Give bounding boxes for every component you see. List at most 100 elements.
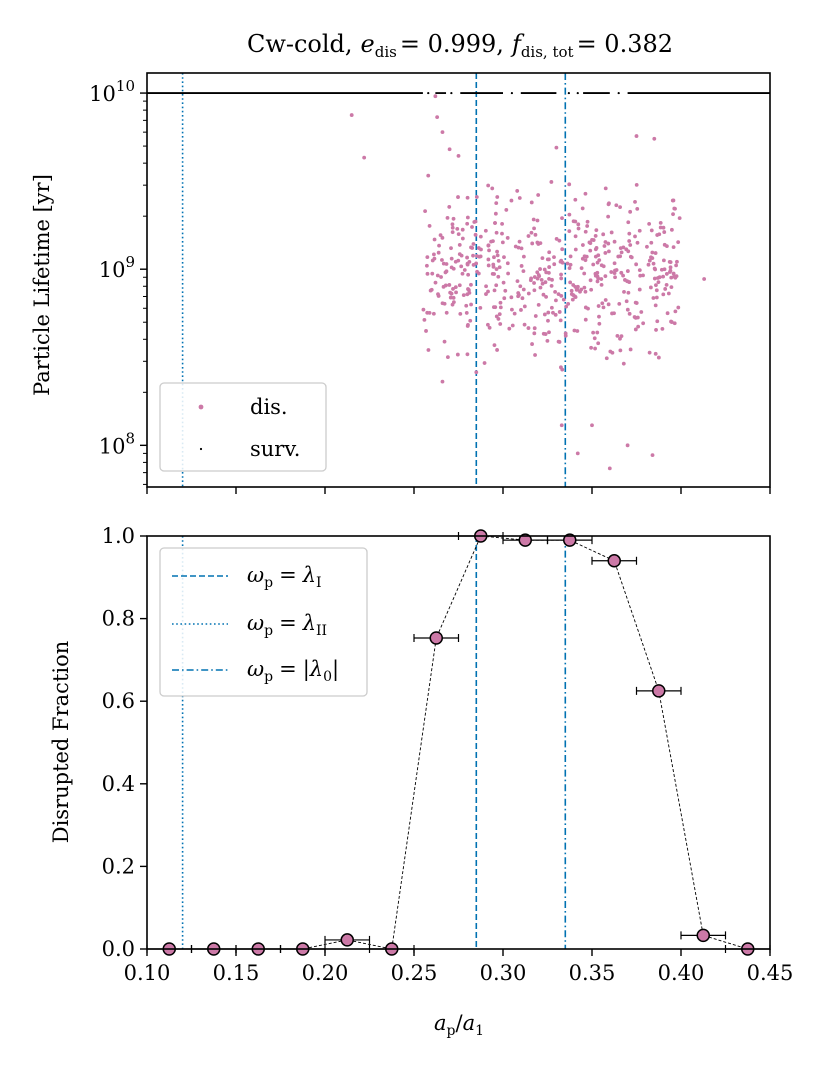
disrupted-point [671, 271, 676, 276]
bottom-y-tick-label: 1.0 [102, 524, 135, 548]
disrupted-point [501, 280, 506, 285]
disrupted-point [569, 288, 574, 293]
disrupted-point [426, 173, 431, 178]
fraction-point [652, 684, 666, 698]
bottom-panel: 0.0 0.2 0.4 0.6 0.8 1.0 0.10 0.15 0.20 0.25 0.30 0… [102, 524, 794, 985]
disrupted-point [666, 291, 671, 296]
disrupted-point [627, 239, 632, 243]
disrupted-point [495, 348, 499, 352]
disrupted-point [625, 443, 630, 448]
disrupted-point [540, 281, 545, 286]
disrupted-point [504, 208, 509, 212]
disrupted-point [613, 268, 617, 273]
disrupted-point [464, 303, 469, 308]
disrupted-point [566, 301, 571, 306]
disrupted-point [467, 259, 472, 264]
disrupted-point [454, 290, 458, 295]
disrupted-point [588, 248, 593, 253]
disrupted-point [451, 287, 455, 291]
disrupted-point [599, 277, 604, 281]
disrupted-point [541, 331, 546, 336]
disrupted-point [478, 234, 483, 239]
disrupted-point [589, 287, 594, 292]
disrupted-point [561, 297, 566, 302]
disrupted-point [494, 267, 499, 272]
disrupted-point [609, 270, 614, 274]
disrupted-point [575, 284, 580, 289]
disrupted-point [540, 256, 545, 261]
disrupted-point [650, 453, 655, 458]
disrupted-point [498, 322, 503, 326]
survived-points [147, 91, 770, 95]
disrupted-point [673, 275, 678, 280]
disrupted-point [462, 268, 467, 272]
disrupted-point [595, 270, 600, 275]
disrupted-point [602, 244, 607, 248]
disrupted-point [603, 240, 608, 244]
disrupted-point [487, 248, 491, 253]
disrupted-point [580, 256, 585, 261]
disrupted-point [651, 296, 656, 300]
disrupted-point [502, 255, 506, 260]
disrupted-point [431, 311, 436, 316]
disrupted-point [451, 266, 456, 271]
disrupted-point [465, 352, 470, 357]
disrupted-point [583, 305, 588, 310]
disrupted-point [654, 283, 658, 288]
disrupted-point [484, 284, 488, 289]
disrupted-point [583, 229, 588, 234]
disrupted-point [654, 295, 659, 300]
disrupted-point [669, 227, 674, 232]
disrupted-point [486, 322, 490, 327]
disrupted-point [533, 232, 538, 237]
disrupted-point [442, 339, 447, 344]
disrupted-point [518, 284, 523, 289]
disrupted-point [552, 262, 557, 267]
disrupted-point [591, 238, 596, 242]
chart-title: Cw-cold, edis = 0.999, fdis, tot = 0.382 [247, 30, 673, 61]
disrupted-point [486, 183, 491, 188]
bottom-y-tick-label: 0.0 [102, 937, 135, 961]
disrupted-point [440, 130, 445, 135]
disrupted-point [475, 269, 479, 274]
disrupted-point [541, 292, 546, 297]
disrupted-point [459, 264, 464, 269]
disrupted-point [549, 305, 554, 310]
disrupted-point [494, 283, 499, 288]
disrupted-point [667, 260, 672, 264]
disrupted-point [532, 288, 537, 293]
disrupted-point [450, 230, 455, 235]
disrupted-point [440, 235, 445, 240]
disrupted-point [465, 255, 469, 260]
bottom-y-tick-label: 0.4 [102, 772, 135, 796]
disrupted-point [495, 249, 499, 254]
disrupted-point [633, 315, 638, 320]
disrupted-point [650, 250, 655, 255]
disrupted-point [460, 271, 465, 276]
top-y-tick-label: 1010 [89, 77, 135, 106]
disrupted-point [475, 254, 479, 258]
disrupted-point [672, 321, 677, 326]
disrupted-point [582, 271, 587, 276]
fraction-point [340, 933, 354, 947]
disrupted-point [628, 209, 633, 214]
disrupted-point [636, 324, 641, 329]
bottom-x-tick-label: 0.15 [213, 961, 260, 985]
disrupted-point [458, 312, 463, 316]
disrupted-point [634, 183, 639, 187]
disrupted-point [627, 231, 632, 236]
disrupted-point [474, 370, 479, 375]
disrupted-point [476, 246, 481, 250]
disrupted-point [536, 303, 541, 307]
disrupted-point [492, 255, 496, 260]
disrupted-point [576, 222, 581, 227]
disrupted-point [619, 270, 624, 275]
disrupted-point [517, 239, 522, 244]
disrupted-point [603, 298, 608, 302]
disrupted-point [424, 329, 428, 333]
disrupted-point [654, 288, 659, 293]
disrupted-point [519, 264, 524, 268]
disrupted-point [567, 212, 572, 217]
disrupted-point [536, 193, 541, 197]
disrupted-point [621, 273, 625, 278]
